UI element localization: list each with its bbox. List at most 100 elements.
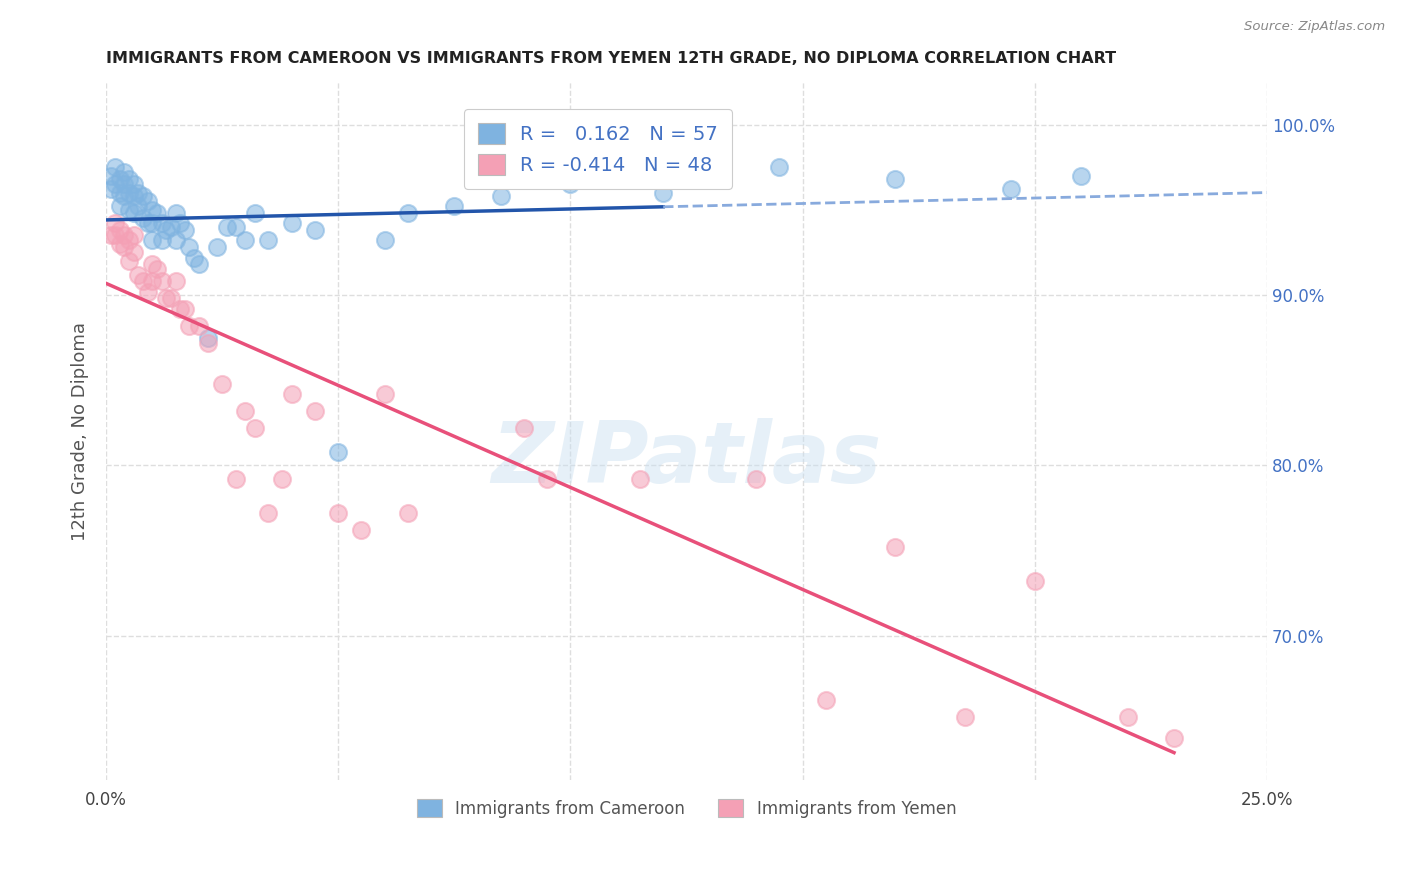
Point bbox=[141, 202, 163, 217]
Point bbox=[114, 178, 136, 192]
Point bbox=[165, 206, 187, 220]
Point bbox=[127, 186, 149, 200]
Point bbox=[122, 178, 145, 192]
Point bbox=[100, 182, 122, 196]
Point bbox=[132, 211, 155, 226]
Point bbox=[100, 169, 122, 183]
Point bbox=[884, 172, 907, 186]
Point bbox=[489, 189, 512, 203]
Point bbox=[169, 301, 191, 316]
Point bbox=[118, 172, 141, 186]
Point bbox=[114, 228, 136, 243]
Y-axis label: 12th Grade, No Diploma: 12th Grade, No Diploma bbox=[72, 322, 89, 541]
Point bbox=[132, 189, 155, 203]
Point bbox=[187, 318, 209, 333]
Point bbox=[150, 234, 173, 248]
Point bbox=[443, 199, 465, 213]
Point bbox=[225, 472, 247, 486]
Point bbox=[560, 178, 582, 192]
Point bbox=[257, 234, 280, 248]
Point bbox=[271, 472, 294, 486]
Point bbox=[280, 386, 302, 401]
Point bbox=[1163, 731, 1185, 745]
Point bbox=[243, 206, 266, 220]
Point bbox=[122, 245, 145, 260]
Point bbox=[165, 234, 187, 248]
Point bbox=[513, 421, 536, 435]
Point bbox=[127, 199, 149, 213]
Point bbox=[136, 285, 159, 299]
Text: Source: ZipAtlas.com: Source: ZipAtlas.com bbox=[1244, 20, 1385, 33]
Point bbox=[160, 219, 183, 234]
Point bbox=[108, 236, 131, 251]
Point bbox=[108, 223, 131, 237]
Point bbox=[628, 472, 651, 486]
Point bbox=[211, 376, 233, 391]
Point bbox=[132, 274, 155, 288]
Point bbox=[122, 228, 145, 243]
Point bbox=[179, 240, 201, 254]
Legend: Immigrants from Cameroon, Immigrants from Yemen: Immigrants from Cameroon, Immigrants fro… bbox=[411, 792, 963, 824]
Point bbox=[100, 228, 122, 243]
Point bbox=[114, 165, 136, 179]
Point bbox=[136, 194, 159, 209]
Point bbox=[396, 206, 419, 220]
Point bbox=[396, 506, 419, 520]
Point bbox=[155, 292, 177, 306]
Point bbox=[350, 523, 373, 537]
Point bbox=[146, 206, 169, 220]
Point bbox=[150, 274, 173, 288]
Point bbox=[1000, 182, 1022, 196]
Text: ZIPatlas: ZIPatlas bbox=[491, 417, 882, 500]
Point bbox=[114, 189, 136, 203]
Point bbox=[374, 234, 396, 248]
Point bbox=[374, 386, 396, 401]
Point bbox=[104, 178, 127, 192]
Point bbox=[173, 223, 195, 237]
Point bbox=[104, 161, 127, 175]
Point bbox=[108, 172, 131, 186]
Point bbox=[141, 234, 163, 248]
Point bbox=[1116, 710, 1139, 724]
Point bbox=[215, 219, 238, 234]
Point bbox=[118, 234, 141, 248]
Point bbox=[197, 330, 219, 344]
Point bbox=[169, 217, 191, 231]
Point bbox=[160, 292, 183, 306]
Point bbox=[1024, 574, 1046, 588]
Point bbox=[118, 186, 141, 200]
Point bbox=[187, 257, 209, 271]
Point bbox=[1070, 169, 1092, 183]
Point bbox=[953, 710, 976, 724]
Point bbox=[165, 274, 187, 288]
Point bbox=[183, 251, 205, 265]
Point bbox=[141, 217, 163, 231]
Point bbox=[536, 472, 558, 486]
Point bbox=[745, 472, 768, 486]
Point bbox=[225, 219, 247, 234]
Point bbox=[652, 186, 675, 200]
Point bbox=[326, 444, 349, 458]
Point bbox=[326, 506, 349, 520]
Point bbox=[233, 404, 256, 418]
Point bbox=[155, 223, 177, 237]
Point bbox=[173, 301, 195, 316]
Point bbox=[146, 262, 169, 277]
Point bbox=[884, 540, 907, 554]
Point bbox=[280, 217, 302, 231]
Point bbox=[207, 240, 229, 254]
Point bbox=[108, 199, 131, 213]
Point bbox=[233, 234, 256, 248]
Point bbox=[197, 335, 219, 350]
Point bbox=[141, 257, 163, 271]
Point bbox=[108, 186, 131, 200]
Point bbox=[768, 161, 790, 175]
Text: IMMIGRANTS FROM CAMEROON VS IMMIGRANTS FROM YEMEN 12TH GRADE, NO DIPLOMA CORRELA: IMMIGRANTS FROM CAMEROON VS IMMIGRANTS F… bbox=[105, 51, 1116, 66]
Point bbox=[122, 206, 145, 220]
Point bbox=[304, 404, 326, 418]
Point bbox=[114, 240, 136, 254]
Point bbox=[136, 217, 159, 231]
Point bbox=[179, 318, 201, 333]
Point bbox=[118, 202, 141, 217]
Point bbox=[104, 217, 127, 231]
